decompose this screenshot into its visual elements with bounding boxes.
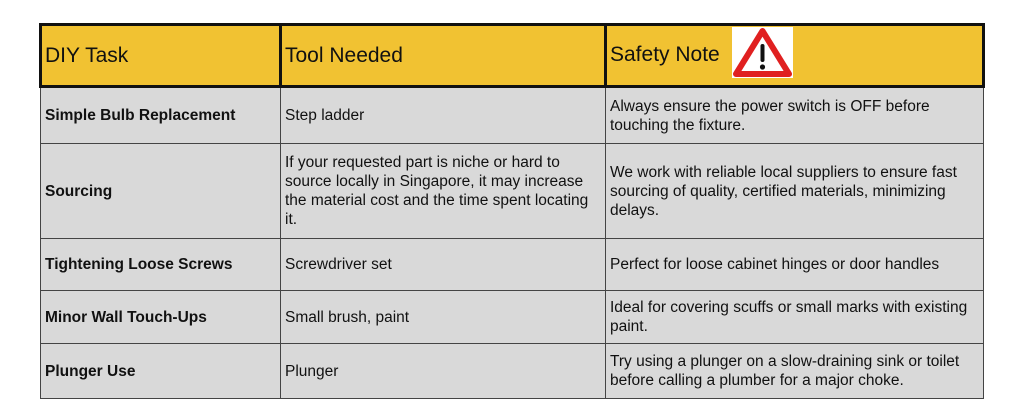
table-row: Plunger Use Plunger Try using a plunger …	[40, 343, 984, 399]
task-cell: Plunger Use	[40, 343, 281, 399]
warning-triangle-icon	[731, 27, 793, 78]
task-cell: Simple Bulb Replacement	[40, 86, 281, 144]
diy-task-table: DIY Task Tool Needed Safety Note Simple …	[39, 23, 985, 399]
header-diy-task: DIY Task	[39, 23, 282, 88]
header-row: DIY Task Tool Needed Safety Note	[39, 23, 985, 88]
tool-cell: Plunger	[280, 343, 606, 399]
tool-cell: Screwdriver set	[280, 238, 606, 291]
note-cell: We work with reliable local suppliers to…	[605, 143, 984, 239]
note-cell: Perfect for loose cabinet hinges or door…	[605, 238, 984, 291]
note-cell: Always ensure the power switch is OFF be…	[605, 86, 984, 144]
table-row: Simple Bulb Replacement Step ladder Alwa…	[40, 86, 984, 144]
table-row: Sourcing If your requested part is niche…	[40, 143, 984, 239]
note-cell: Ideal for covering scuffs or small marks…	[605, 290, 984, 344]
tool-cell: Small brush, paint	[280, 290, 606, 344]
table-row: Minor Wall Touch-Ups Small brush, paint …	[40, 290, 984, 344]
tool-cell: Step ladder	[280, 86, 606, 144]
header-safety-note-label: Safety Note	[610, 43, 720, 67]
task-cell: Tightening Loose Screws	[40, 238, 281, 291]
task-cell: Sourcing	[40, 143, 281, 239]
note-cell: Try using a plunger on a slow-draining s…	[605, 343, 984, 399]
table-row: Tightening Loose Screws Screwdriver set …	[40, 238, 984, 291]
tool-cell: If your requested part is niche or hard …	[280, 143, 606, 239]
task-cell: Minor Wall Touch-Ups	[40, 290, 281, 344]
header-safety-note: Safety Note	[604, 23, 985, 88]
header-tool-needed: Tool Needed	[279, 23, 607, 88]
